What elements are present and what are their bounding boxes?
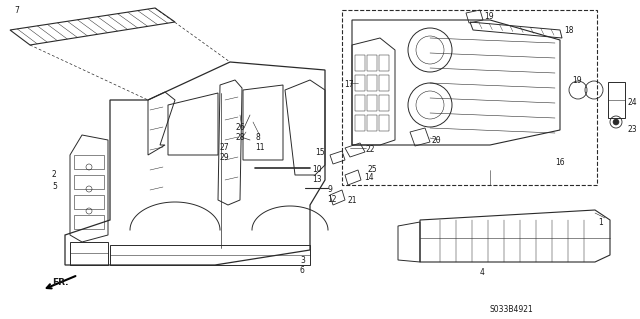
Text: 2: 2 <box>52 170 57 179</box>
Text: 16: 16 <box>555 158 564 167</box>
Text: 19: 19 <box>572 76 582 85</box>
Bar <box>74 155 104 169</box>
Text: 6: 6 <box>300 266 305 275</box>
Bar <box>74 195 104 209</box>
Text: 21: 21 <box>348 196 358 205</box>
Text: 26: 26 <box>236 123 246 132</box>
Text: 25: 25 <box>368 165 378 174</box>
Bar <box>74 215 104 229</box>
Text: 8: 8 <box>255 133 260 142</box>
Text: 29: 29 <box>220 153 230 162</box>
Text: 10: 10 <box>312 165 322 174</box>
Bar <box>355 95 365 111</box>
Text: 19: 19 <box>484 12 493 21</box>
Bar <box>379 95 389 111</box>
Text: 27: 27 <box>220 143 230 152</box>
Circle shape <box>613 119 619 125</box>
Text: S033B4921: S033B4921 <box>490 305 534 314</box>
Text: 4: 4 <box>480 268 485 277</box>
Bar <box>379 55 389 71</box>
Text: 28: 28 <box>236 133 246 142</box>
Bar <box>355 115 365 131</box>
Text: 23: 23 <box>627 125 637 134</box>
Text: 22: 22 <box>366 145 376 154</box>
Bar <box>355 55 365 71</box>
Text: FR.: FR. <box>52 278 68 287</box>
Text: 13: 13 <box>312 175 322 184</box>
Text: 24: 24 <box>627 98 637 107</box>
Text: 9: 9 <box>327 185 332 194</box>
Text: 15: 15 <box>315 148 324 157</box>
Bar <box>342 10 597 185</box>
Text: 12: 12 <box>327 195 337 204</box>
Text: 1: 1 <box>598 218 603 227</box>
Bar <box>367 115 377 131</box>
Bar <box>379 115 389 131</box>
Bar <box>367 55 377 71</box>
Text: 5: 5 <box>52 182 57 191</box>
Text: 11: 11 <box>255 143 264 152</box>
Text: 7: 7 <box>14 6 19 15</box>
Bar <box>367 95 377 111</box>
Text: 14: 14 <box>364 173 374 182</box>
Bar <box>74 175 104 189</box>
Bar <box>355 75 365 91</box>
Text: 18: 18 <box>564 26 573 35</box>
Bar <box>367 75 377 91</box>
Text: 20: 20 <box>432 136 442 145</box>
Bar <box>379 75 389 91</box>
Text: 17: 17 <box>344 80 354 89</box>
Text: 3: 3 <box>300 256 305 265</box>
